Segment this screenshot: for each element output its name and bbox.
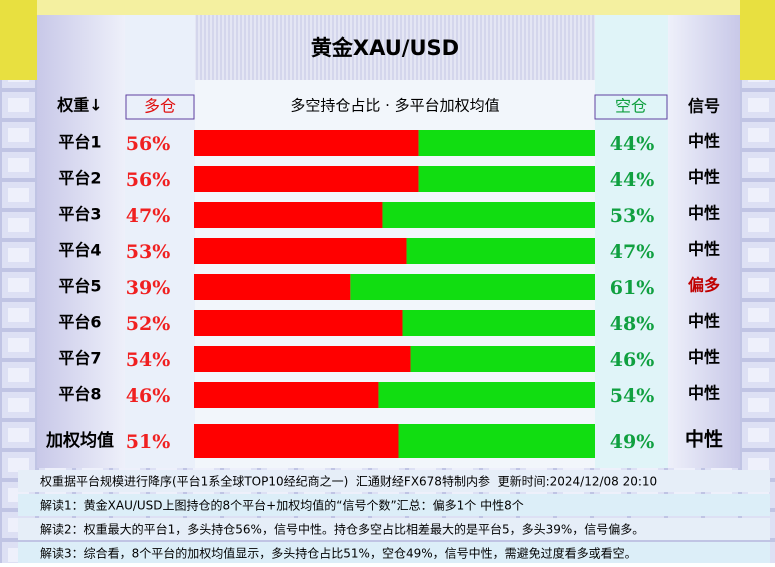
signal: 中性 xyxy=(685,428,723,451)
bar-segment xyxy=(378,382,595,408)
long-label: 47% xyxy=(126,205,171,227)
row-label: 加权均值 xyxy=(45,430,114,451)
row-label: 平台2 xyxy=(58,169,101,188)
note-band xyxy=(18,542,770,564)
long-label: 39% xyxy=(126,277,171,299)
signal: 中性 xyxy=(688,384,720,403)
long-label: 56% xyxy=(126,133,171,155)
long-label: 51% xyxy=(126,431,171,453)
bar-segment xyxy=(194,130,419,156)
subtitle: 多空持仓占比 · 多平台加权均值 xyxy=(290,97,499,115)
short-label: 44% xyxy=(610,169,655,191)
bar-segment xyxy=(410,346,595,372)
short-label: 44% xyxy=(610,133,655,155)
note: 解读2：权重最大的平台1，多头持仓56%，信号中性。持仓多空占比相差最大的是平台… xyxy=(40,522,644,537)
signal: 中性 xyxy=(688,240,720,259)
short-column xyxy=(595,15,668,468)
legend-short: 空仓 xyxy=(615,97,647,116)
bar-segment xyxy=(382,202,595,228)
short-label: 61% xyxy=(610,277,655,299)
note-band xyxy=(18,494,770,516)
short-label: 47% xyxy=(610,241,655,263)
bar-segment xyxy=(194,424,399,458)
bar-segment xyxy=(398,424,595,458)
signal: 中性 xyxy=(688,132,720,151)
bar-segment xyxy=(194,382,379,408)
note: 权重据平台规模进行降序(平台1系全球TOP10经纪商之一) 汇通财经FX678特… xyxy=(40,474,657,489)
title: 黄金XAU/USD xyxy=(311,36,459,60)
signal: 中性 xyxy=(688,204,720,223)
bar-segment xyxy=(194,346,411,372)
signal-column xyxy=(668,15,740,468)
corner-deco xyxy=(740,0,775,80)
note: 解读1：黄金XAU/USD上图持仓的8个平台+加权均值的“信号个数”汇总：偏多1… xyxy=(40,498,524,513)
corner-deco xyxy=(0,0,37,80)
left-column xyxy=(37,15,125,468)
signal-header: 信号 xyxy=(688,97,720,116)
row-label: 平台7 xyxy=(58,349,101,368)
signal: 中性 xyxy=(688,168,720,187)
short-label: 48% xyxy=(610,313,655,335)
bar-segment xyxy=(194,238,407,264)
bar-segment xyxy=(418,166,595,192)
notes: 权重据平台规模进行降序(平台1系全球TOP10经纪商之一) 汇通财经FX678特… xyxy=(18,470,770,564)
row-label: 平台4 xyxy=(58,241,101,260)
short-header-box xyxy=(594,94,668,120)
note-band xyxy=(18,470,770,492)
title-area xyxy=(195,15,595,80)
signal: 中性 xyxy=(688,348,720,367)
long-label: 46% xyxy=(126,385,171,407)
long-header-box xyxy=(125,94,195,120)
legend-long: 多仓 xyxy=(144,97,176,116)
long-label: 54% xyxy=(126,349,171,371)
bar-segment xyxy=(350,274,595,300)
bar-segment xyxy=(418,130,595,156)
long-column xyxy=(125,15,195,468)
row-label: 平台5 xyxy=(58,277,101,296)
row-label: 平台6 xyxy=(58,313,101,332)
signal: 偏多 xyxy=(688,276,720,295)
note: 解读3：综合看，8个平台的加权均值显示，多头持仓占比51%，空仓49%，信号中性… xyxy=(40,546,637,561)
bar-segment xyxy=(406,238,595,264)
long-label: 52% xyxy=(126,313,171,335)
bar-segment xyxy=(194,310,403,336)
signal: 中性 xyxy=(688,312,720,331)
row-label: 平台8 xyxy=(58,385,101,404)
weight-header: 权重↓ xyxy=(56,96,102,115)
top-band xyxy=(37,0,740,15)
bar-segment xyxy=(402,310,595,336)
long-label: 56% xyxy=(126,169,171,191)
short-label: 49% xyxy=(610,431,655,453)
row-label: 平台1 xyxy=(58,133,101,152)
row-label: 平台3 xyxy=(58,205,101,224)
short-label: 53% xyxy=(610,205,655,227)
note-band xyxy=(18,518,770,540)
bar-segment xyxy=(194,274,351,300)
short-label: 46% xyxy=(610,349,655,371)
bar-segment xyxy=(194,166,419,192)
short-label: 54% xyxy=(610,385,655,407)
bar-segment xyxy=(194,202,383,228)
long-label: 53% xyxy=(126,241,171,263)
